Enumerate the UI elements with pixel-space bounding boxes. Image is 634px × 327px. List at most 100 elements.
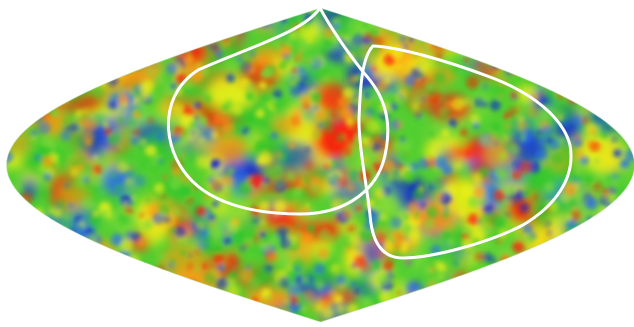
pattern-speck: [434, 261, 441, 267]
pattern-speck: [120, 239, 133, 252]
pattern-speck: [172, 134, 182, 144]
pattern-speck: [85, 119, 98, 132]
pattern-speck: [262, 241, 273, 252]
pattern-speck: [387, 199, 398, 210]
pattern-speck: [259, 231, 266, 238]
pattern-speck: [516, 114, 526, 124]
pattern-speck: [276, 227, 289, 240]
pattern-speck: [489, 100, 501, 111]
pattern-speck: [180, 250, 186, 257]
pattern-speck: [195, 206, 206, 217]
pattern-speck: [163, 153, 175, 165]
pattern-speck: [519, 202, 530, 213]
pattern-speck: [410, 67, 422, 79]
pattern-speck: [361, 137, 371, 146]
pattern-speck: [304, 203, 311, 209]
pattern-speck: [168, 235, 180, 247]
pattern-speck: [403, 214, 411, 221]
pattern-speck: [211, 265, 217, 271]
pattern-speck: [258, 56, 267, 65]
pattern-speck: [494, 217, 505, 228]
pattern-speck: [379, 213, 388, 222]
pattern-speck: [354, 245, 360, 251]
pattern-speck: [327, 172, 334, 178]
pattern-speck: [445, 100, 453, 108]
pattern-speck: [445, 108, 452, 116]
pattern-speck: [336, 194, 342, 200]
pattern-speck: [397, 164, 404, 170]
pattern-speck: [362, 42, 367, 46]
pattern-speck: [331, 144, 337, 150]
pattern-speck: [284, 37, 294, 47]
pattern-speck: [213, 113, 225, 125]
pattern-speck: [516, 106, 523, 112]
pattern-speck: [213, 253, 225, 265]
pattern-speck: [427, 130, 436, 138]
pattern-speck: [355, 204, 363, 212]
pattern-speck: [432, 124, 441, 133]
pattern-speck: [259, 201, 270, 212]
pattern-speck: [349, 234, 359, 244]
pattern-speck: [434, 182, 440, 189]
pattern-speck: [131, 88, 142, 99]
pattern-speck: [438, 184, 447, 194]
pattern-speck: [393, 141, 402, 151]
pattern-speck: [149, 158, 159, 168]
pattern-speck: [302, 112, 310, 120]
pattern-speck: [519, 160, 533, 174]
pattern-speck: [200, 229, 209, 238]
pattern-speck: [172, 102, 183, 113]
pattern-speck: [341, 108, 353, 119]
pattern-speck: [329, 263, 341, 274]
pattern-speck: [600, 131, 608, 140]
pattern-speck: [136, 107, 143, 115]
pattern-speck: [194, 152, 199, 157]
pattern-speck: [337, 97, 347, 107]
pattern-speck: [145, 144, 157, 157]
pattern-speck: [117, 212, 130, 225]
pattern-speck: [262, 128, 269, 135]
pattern-speck: [546, 137, 553, 144]
pattern-speck: [493, 189, 506, 202]
pattern-speck: [128, 153, 135, 159]
pattern-speck: [292, 107, 304, 119]
pattern-speck: [295, 232, 302, 239]
pattern-speck: [482, 83, 489, 90]
pattern-blob: [179, 83, 198, 103]
pattern-speck: [389, 119, 401, 131]
pattern-speck: [376, 272, 390, 286]
pattern-speck: [344, 128, 357, 142]
pattern-speck: [330, 111, 338, 119]
pattern-blob: [508, 131, 546, 165]
pattern-speck: [396, 290, 402, 296]
pattern-speck: [522, 223, 533, 234]
pattern-speck: [294, 265, 302, 273]
pattern-speck: [285, 304, 292, 310]
pattern-speck: [264, 293, 273, 302]
pattern-speck: [462, 164, 469, 171]
pattern-speck: [336, 132, 346, 142]
pattern-speck: [63, 214, 71, 222]
pattern-speck: [186, 197, 194, 205]
pattern-speck: [336, 24, 350, 38]
pattern-speck: [332, 36, 338, 42]
pattern-speck: [511, 169, 522, 180]
pattern-speck: [224, 190, 231, 196]
pattern-speck: [495, 239, 501, 244]
pattern-speck: [169, 227, 176, 234]
pattern-speck: [39, 189, 50, 200]
pattern-speck: [292, 188, 302, 198]
pattern-speck: [53, 209, 62, 219]
pattern-speck: [355, 37, 360, 42]
pattern-speck: [551, 152, 565, 165]
pattern-speck: [204, 94, 212, 103]
pattern-speck: [276, 164, 282, 170]
pattern-speck: [307, 38, 312, 43]
pattern-speck: [524, 232, 536, 244]
pattern-speck: [407, 201, 420, 213]
pattern-speck: [305, 163, 312, 170]
pattern-speck: [404, 84, 413, 92]
pattern-speck: [573, 116, 582, 125]
pattern-speck: [557, 115, 563, 121]
pattern-speck: [301, 276, 310, 285]
